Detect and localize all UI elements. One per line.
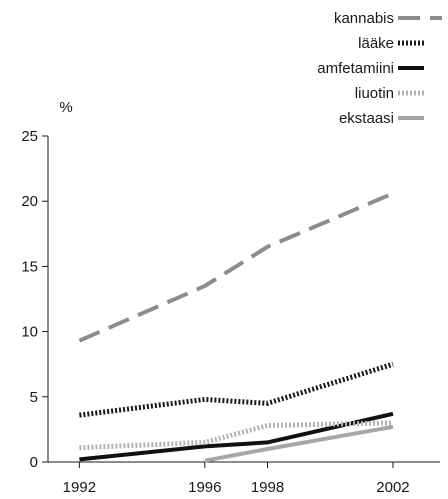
x-tick-label: 1992 [63,479,96,496]
y-tick-label: 20 [21,193,38,210]
series-line-ekstaasi [204,424,394,463]
legend-label-ekstaasi: ekstaasi [339,110,394,127]
x-tick-label: 2002 [376,479,409,496]
x-ticks: 1992 1996 1998 2002 [63,462,410,496]
series-line-lääke [79,361,394,418]
y-axis-label: % [59,99,72,116]
x-tick-label: 1996 [188,479,221,496]
y-tick-label: 10 [21,324,38,341]
legend-label-kannabis: kannabis [334,10,394,27]
y-tick-label: 25 [21,128,38,145]
y-ticks: 0 5 10 15 20 25 [21,128,48,471]
legend-label-liuotin: liuotin [355,85,394,102]
series-line-amfetamiini [79,411,394,462]
legend: kannabis lääke amfetamiini liuotin ekstaasi [317,10,442,127]
legend-label-lääke: lääke [358,35,394,52]
y-tick-label: 15 [21,258,38,275]
y-tick-label: 5 [30,389,38,406]
x-tick-label: 1998 [251,479,284,496]
y-tick-label: 0 [30,454,38,471]
series-line-kannabis [78,191,394,343]
legend-label-amfetamiini: amfetamiini [317,60,394,77]
series-line-liuotin [79,420,394,451]
series-lines [78,191,394,463]
